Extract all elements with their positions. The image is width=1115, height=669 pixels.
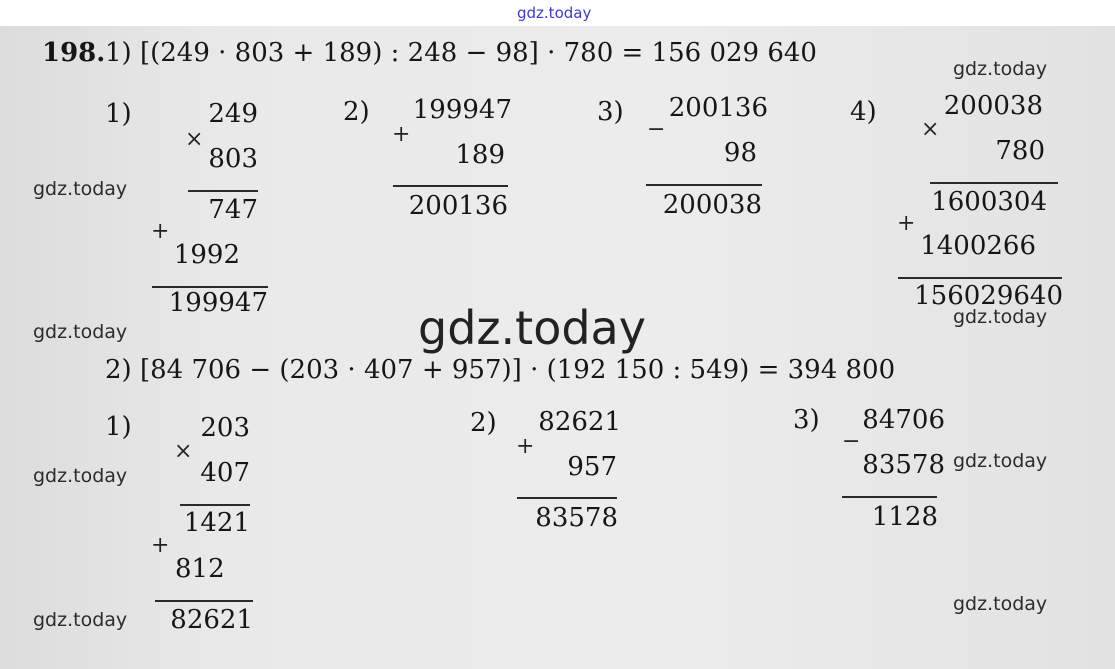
operand: 98 xyxy=(723,138,757,168)
watermark: gdz.today xyxy=(33,465,128,487)
plus-sign: + xyxy=(151,219,170,244)
step-label: 2) xyxy=(470,408,497,438)
times-sign: × xyxy=(174,439,193,464)
divider-line xyxy=(646,184,762,186)
result: 82621 xyxy=(170,605,253,635)
partial-product: 747 xyxy=(208,195,258,225)
result: 200136 xyxy=(408,191,508,221)
watermark: gdz.today xyxy=(953,306,1048,328)
expression-1: 1) [(249 · 803 + 189) : 248 − 98] · 780 … xyxy=(105,38,817,68)
result: 200038 xyxy=(662,190,762,220)
watermark: gdz.today xyxy=(33,178,128,200)
step-label: 2) xyxy=(343,97,370,127)
operand: 84706 xyxy=(862,405,945,435)
divider-line xyxy=(517,497,617,499)
operand: 203 xyxy=(200,413,250,443)
plus-sign: + xyxy=(392,122,411,147)
operand: 249 xyxy=(208,99,258,129)
operand: 189 xyxy=(455,140,505,170)
plus-sign: + xyxy=(516,434,535,459)
operand: 82621 xyxy=(538,407,621,437)
operand: 957 xyxy=(567,452,617,482)
partial-product: 1600304 xyxy=(931,187,1047,217)
operand: 83578 xyxy=(862,450,945,480)
problem-number: 198. xyxy=(42,38,106,68)
partial-product: 1400266 xyxy=(920,231,1036,261)
watermark: gdz.today xyxy=(33,609,128,631)
operand: 780 xyxy=(995,136,1045,166)
times-sign: × xyxy=(185,127,204,152)
step-label: 3) xyxy=(597,97,624,127)
divider-line xyxy=(393,185,508,187)
step-label: 1) xyxy=(105,99,132,129)
step-label: 4) xyxy=(850,97,877,127)
watermark: gdz.today xyxy=(953,450,1048,472)
step-label: 3) xyxy=(793,405,820,435)
step-label: 1) xyxy=(105,412,132,442)
minus-sign: − xyxy=(842,429,861,454)
divider-line xyxy=(155,600,253,602)
divider-line xyxy=(930,182,1058,184)
result: 1128 xyxy=(871,502,938,532)
plus-sign: + xyxy=(151,533,170,558)
divider-line xyxy=(188,190,258,192)
divider-line xyxy=(898,277,1062,279)
watermark: gdz.today xyxy=(33,321,128,343)
operand: 200136 xyxy=(668,93,768,123)
partial-product: 1421 xyxy=(183,508,250,538)
watermark-large: gdz.today xyxy=(418,301,646,355)
partial-product: 1992 xyxy=(173,240,240,270)
result: 199947 xyxy=(168,288,268,318)
result: 156029640 xyxy=(914,281,1063,311)
scanned-page xyxy=(0,26,1115,669)
operand: 200038 xyxy=(943,91,1043,121)
operand: 803 xyxy=(208,144,258,174)
partial-product: 812 xyxy=(175,554,225,584)
result: 83578 xyxy=(535,503,618,533)
minus-sign: − xyxy=(647,117,666,142)
divider-line xyxy=(152,286,268,288)
operand: 407 xyxy=(200,458,250,488)
watermark: gdz.today xyxy=(953,58,1048,80)
expression-2: 2) [84 706 − (203 · 407 + 957)] · (192 1… xyxy=(105,355,896,385)
divider-line xyxy=(842,496,937,498)
watermark: gdz.today xyxy=(953,593,1048,615)
operand: 199947 xyxy=(412,95,512,125)
watermark: gdz.today xyxy=(517,4,592,22)
times-sign: × xyxy=(921,117,940,142)
plus-sign: + xyxy=(897,211,916,236)
divider-line xyxy=(180,504,250,506)
